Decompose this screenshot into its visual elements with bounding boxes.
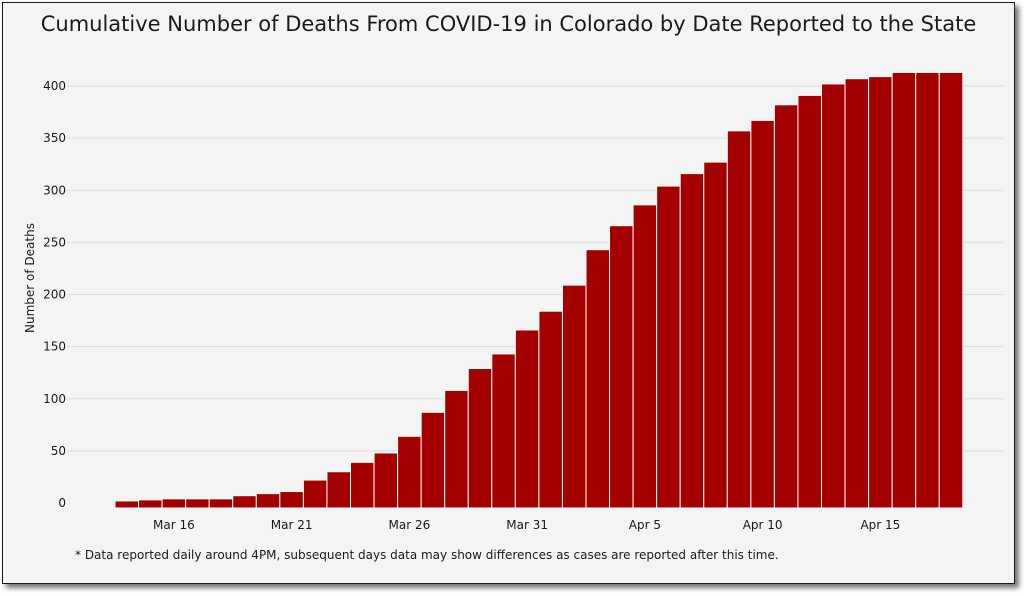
bar (326, 471, 352, 509)
bar (726, 130, 752, 509)
bar (891, 71, 917, 509)
y-tick-label: 150 (43, 340, 66, 354)
bar (444, 389, 469, 509)
x-axis-ticks: Mar 16 Mar 21 Mar 26 Mar 31 Apr 5 Apr 10 Apr 1… (153, 518, 900, 532)
bar (138, 499, 163, 509)
bar (538, 310, 563, 509)
bar (350, 461, 375, 509)
bar (585, 249, 611, 509)
y-axis-label: Number of Deaths (23, 223, 37, 333)
y-tick-label: 400 (43, 79, 66, 93)
chart-title: Cumulative Number of Deaths From COVID-1… (40, 12, 977, 36)
bar (844, 78, 870, 509)
bar (514, 329, 540, 509)
bar (208, 498, 234, 509)
bar (185, 498, 210, 509)
bar (821, 83, 846, 509)
y-tick-label: 350 (43, 131, 66, 145)
bar (279, 491, 304, 509)
y-tick-label: 0 (58, 496, 66, 510)
bar (232, 495, 257, 509)
bar (161, 498, 187, 509)
bar (915, 71, 940, 509)
y-tick-label: 100 (43, 392, 66, 406)
bar (373, 452, 399, 509)
bar (255, 493, 281, 509)
y-tick-label: 300 (43, 183, 66, 197)
x-tick-label: Mar 21 (271, 518, 313, 532)
x-tick-label: Apr 5 (629, 518, 661, 532)
y-tick-label: 200 (43, 288, 66, 302)
bar (679, 173, 705, 509)
bar (868, 76, 893, 509)
bar (609, 225, 634, 509)
bar (797, 94, 823, 509)
x-tick-label: Mar 26 (389, 518, 431, 532)
x-tick-label: Mar 16 (153, 518, 195, 532)
bar (750, 119, 775, 509)
chart-frame: Cumulative Number of Deaths From COVID-1… (2, 2, 1015, 584)
y-tick-label: 250 (43, 235, 66, 249)
bar (773, 104, 799, 509)
bar (656, 185, 681, 509)
bar (491, 353, 516, 509)
bar (632, 204, 658, 509)
bar (114, 500, 140, 509)
bar (397, 435, 422, 509)
y-axis-ticks: 0 50 100 150 200 250 300 350 400 (43, 79, 66, 510)
bars (114, 71, 964, 509)
x-tick-label: Mar 31 (506, 518, 548, 532)
bar (703, 161, 728, 509)
bar-chart: 0 50 100 150 200 250 300 350 400 Number of Death… (23, 71, 1003, 532)
x-tick-label: Apr 15 (860, 518, 900, 532)
bar (467, 368, 493, 509)
bar (938, 71, 964, 509)
bar (302, 479, 328, 509)
y-tick-label: 50 (51, 444, 66, 458)
footnote: * Data reported daily around 4PM, subseq… (75, 548, 779, 562)
bar (420, 411, 446, 509)
bar (561, 284, 587, 509)
x-tick-label: Apr 10 (743, 518, 783, 532)
